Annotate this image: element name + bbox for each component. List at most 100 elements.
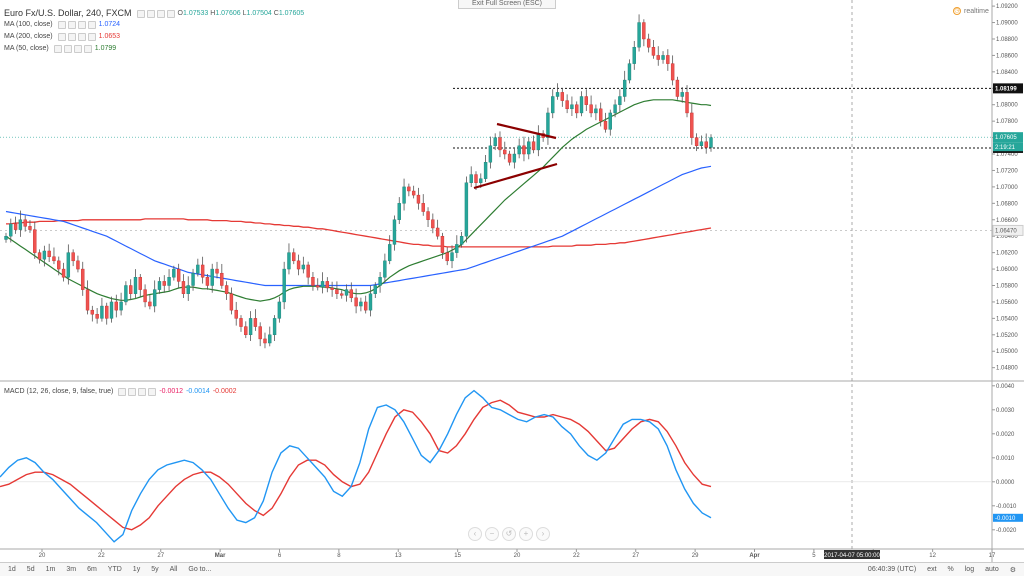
range-ytd[interactable]: YTD: [107, 566, 122, 573]
candle-body: [440, 235, 445, 253]
ext-toggle[interactable]: ext: [927, 566, 937, 573]
range-1d[interactable]: 1d: [8, 566, 16, 573]
macd-tick-label: -0.0020: [996, 528, 1017, 534]
candle-body: [354, 297, 358, 307]
legend-tool-icon[interactable]: [136, 9, 145, 18]
candle-body: [685, 92, 689, 114]
candle-body: [546, 112, 550, 138]
candle-body: [373, 285, 377, 294]
candle-body: [517, 145, 521, 155]
candle-body: [311, 277, 315, 286]
current-price-box: [993, 132, 1023, 143]
utc-clock[interactable]: 06:40:39 (UTC): [867, 566, 917, 573]
symbol-title[interactable]: Euro Fx/U.S. Dollar, 240, FXCM: [4, 8, 132, 18]
realtime-indicator[interactable]: ◷ realtime: [953, 7, 989, 15]
lower-level-box: [992, 224, 1024, 236]
time-tick-label: 22: [573, 553, 580, 559]
range-1y[interactable]: 1y: [132, 566, 141, 573]
range-6m[interactable]: 6m: [87, 566, 97, 573]
candle-body: [244, 326, 248, 336]
ma100-legend[interactable]: MA (100, close) 1.0724: [4, 20, 121, 29]
trendline-lower: [473, 162, 558, 190]
macd-value-3: -0.0002: [212, 388, 237, 395]
range-5d[interactable]: 5d: [26, 566, 35, 573]
price-tick-label: 1.06400: [996, 234, 1018, 240]
trendline-upper: [496, 122, 557, 140]
macd-legend[interactable]: MACD (12, 26, close, 9, false, true) -0.…: [4, 387, 237, 396]
candle-body: [325, 281, 330, 289]
candle-body: [13, 223, 18, 230]
candle-body: [555, 92, 560, 97]
candle-body: [661, 55, 665, 60]
candle-body: [459, 235, 464, 245]
time-tick-label: 27: [157, 553, 164, 559]
candle-body: [627, 63, 632, 81]
legend-tools: [57, 20, 96, 29]
candle-body: [435, 227, 440, 237]
goto-date[interactable]: Go to...: [188, 566, 212, 573]
candle-body: [637, 22, 641, 48]
macd-line: [0, 389, 712, 543]
candle-body: [200, 264, 205, 278]
candle-body: [71, 252, 75, 262]
exit-fullscreen-button[interactable]: Exit Full Screen (ESC): [458, 0, 556, 9]
candle-body: [105, 305, 109, 319]
legend-tool-icon[interactable]: [156, 9, 165, 18]
price-tick-label: 1.05800: [996, 284, 1018, 290]
candle-body: [320, 281, 325, 288]
candle-body: [229, 293, 234, 311]
time-tick-label: Apr: [749, 553, 760, 559]
candle-body: [488, 145, 493, 163]
ma200-legend[interactable]: MA (200, close) 1.0653: [4, 32, 121, 41]
candle-body: [191, 272, 195, 286]
range-buttons: 1d 5d 1m 3m 6m YTD 1y 5y All Go to...: [8, 566, 211, 573]
candle-body: [642, 22, 646, 40]
price-tick-label: 1.06200: [996, 251, 1018, 257]
clock-icon: ◷: [953, 7, 961, 15]
legend-tools: [57, 32, 96, 41]
range-all[interactable]: All: [169, 566, 178, 573]
candle-body: [114, 301, 118, 311]
candle-body: [61, 268, 66, 278]
candle-body: [167, 277, 171, 286]
settings-gear-icon[interactable]: ⚙: [1009, 567, 1016, 574]
candle-body: [205, 277, 210, 286]
candle-body: [148, 301, 152, 307]
candle-body: [95, 314, 99, 319]
auto-toggle[interactable]: auto: [985, 566, 999, 573]
lower-level-label: 1.06470: [995, 228, 1017, 234]
ma50-value: 1.0799: [94, 45, 117, 52]
zoom-out-icon[interactable]: −: [485, 527, 499, 541]
range-5y[interactable]: 5y: [151, 566, 159, 573]
time-tick-label: 29: [692, 553, 699, 559]
price-tick-label: 1.05200: [996, 333, 1018, 339]
reset-icon[interactable]: ↺: [502, 527, 516, 541]
candle-body: [272, 318, 277, 336]
price-tick-label: 1.09200: [996, 4, 1018, 10]
candle-body: [570, 104, 574, 110]
macd-tick-label: 0.0010: [996, 456, 1015, 462]
zoom-in-icon[interactable]: +: [519, 527, 533, 541]
price-tick-label: 1.06800: [996, 201, 1018, 207]
candle-body: [599, 108, 603, 122]
scroll-right-icon[interactable]: ›: [536, 527, 550, 541]
candle-body: [575, 104, 579, 114]
candle-body: [18, 219, 23, 230]
legend-tool-icon[interactable]: [146, 9, 155, 18]
range-3m[interactable]: 3m: [66, 566, 77, 573]
candle-body: [392, 219, 397, 245]
candle-body: [296, 260, 301, 270]
percent-toggle[interactable]: %: [947, 566, 954, 573]
candle-body: [340, 293, 344, 296]
macd-value-1: -0.0012: [159, 388, 184, 395]
range-1m[interactable]: 1m: [45, 566, 56, 573]
candle-body: [138, 277, 142, 290]
ma50-legend[interactable]: MA (50, close) 1.0799: [4, 44, 117, 53]
candle-body: [536, 133, 541, 151]
log-toggle[interactable]: log: [964, 566, 975, 573]
scroll-left-icon[interactable]: ‹: [468, 527, 482, 541]
candle-body: [632, 46, 636, 64]
legend-tool-icon[interactable]: [166, 9, 175, 18]
